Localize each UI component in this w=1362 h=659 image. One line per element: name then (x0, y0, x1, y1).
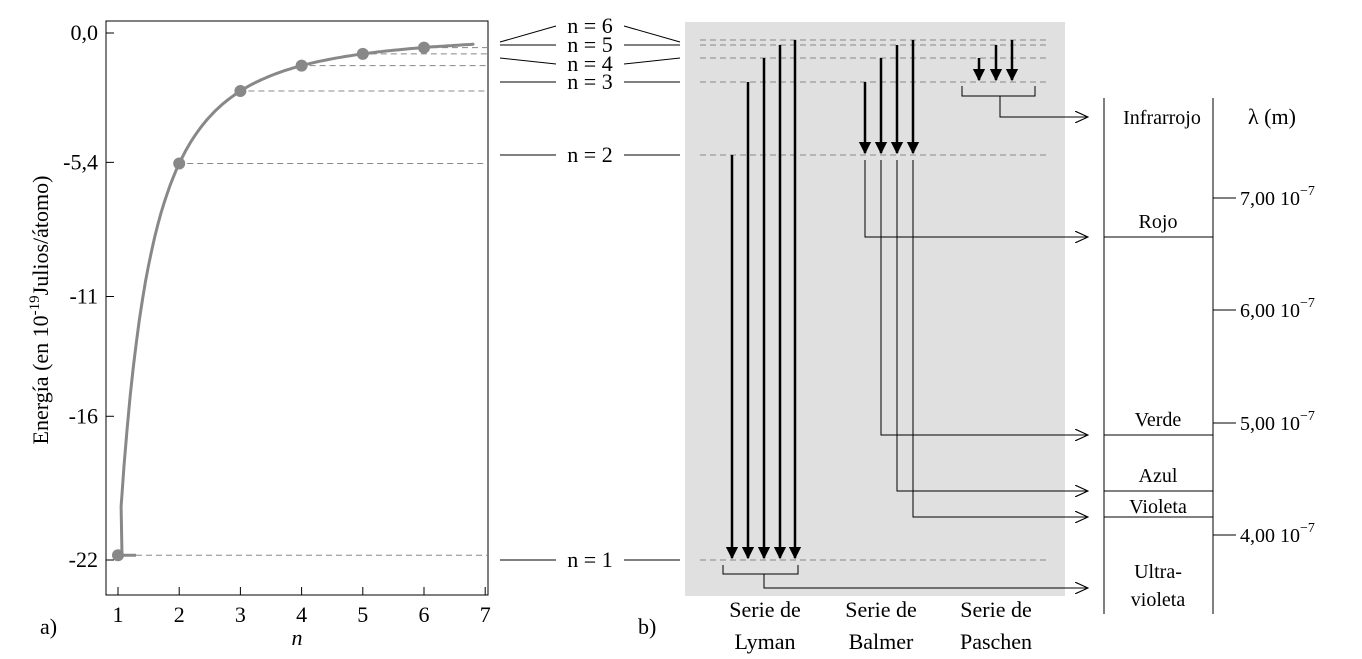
wavelength-tick-700-mantissa: 7,00 10 (1240, 188, 1300, 210)
wavelength-tick-400-exponent: −7 (1300, 521, 1315, 536)
region-violet: Violeta (1129, 496, 1187, 518)
connector-lines (722, 86, 1088, 588)
region-blue: Azul (1139, 465, 1178, 487)
energy-point-n6 (418, 41, 430, 54)
transition-level-lines (700, 39, 1046, 561)
spectrum-scale: Infrarrojo Rojo Verde Azul Violeta Ultra… (1103, 98, 1315, 614)
lyman-arrows (725, 40, 802, 560)
energy-point-n4 (295, 59, 308, 72)
level-labels (499, 25, 681, 561)
lyman-series-label-2: Lyman (734, 629, 795, 654)
y-tick-label: -22 (69, 547, 98, 572)
wavelength-tick-600-mantissa: 6,00 10 (1240, 300, 1300, 322)
energy-point-n3 (234, 84, 247, 97)
balmer-arrows (858, 40, 920, 155)
y-axis-label: Energía (en 10-19Julios/átomo) (27, 176, 53, 445)
wavelength-tick-400-mantissa: 4,00 10 (1240, 525, 1300, 547)
y-tick-label: 0,0 (71, 20, 99, 45)
region-ultraviolet-2: violeta (1131, 589, 1186, 611)
x-tick-label: 4 (296, 602, 307, 627)
transition-panel-background (685, 22, 1065, 596)
paschen-series-label-1: Serie de (960, 597, 1031, 622)
y-axis-ticks: 0,0 -5,4 -11 -16 -22 (63, 20, 114, 572)
panel-a-label: a) (40, 614, 57, 639)
x-axis-ticks: 1 2 3 4 5 6 7 (113, 587, 491, 627)
energy-points (112, 41, 430, 562)
y-tick-label: -11 (69, 284, 98, 309)
x-tick-label: 3 (235, 602, 246, 627)
energy-point-n2 (173, 157, 186, 170)
lyman-series-label-1: Serie de (729, 597, 800, 622)
level-label-n5: n = 5 (567, 32, 612, 57)
level-label-n1: n = 1 (567, 547, 612, 572)
wavelength-tick-600-exponent: −7 (1300, 296, 1315, 311)
region-red: Rojo (1139, 211, 1178, 233)
level-label-n3: n = 3 (567, 69, 612, 94)
chart-frame (105, 20, 489, 596)
wavelength-axis-label: λ (m) (1248, 104, 1296, 129)
wavelength-tick-500: 5,00 10−7 (1240, 409, 1315, 435)
x-tick-label: 2 (174, 602, 185, 627)
y-axis-label-tail: Julios/átomo) (28, 176, 53, 296)
y-tick-label: -5,4 (63, 149, 98, 174)
level-label-n6: n = 6 (567, 13, 612, 38)
paschen-arrows (972, 40, 1019, 82)
balmer-series-label-1: Serie de (845, 597, 916, 622)
balmer-series-label-2: Balmer (849, 629, 914, 654)
y-tick-label: -16 (69, 403, 98, 428)
panel-b-label: b) (638, 614, 656, 639)
x-tick-label: 5 (357, 602, 368, 627)
level-label-n4: n = 4 (567, 51, 612, 76)
y-axis-label-main: Energía (en 10 (28, 315, 53, 444)
level-label-n2: n = 2 (567, 142, 612, 167)
wavelength-tick-700: 7,00 10−7 (1240, 184, 1315, 210)
wavelength-tick-500-exponent: −7 (1300, 409, 1315, 424)
wavelength-tick-700-exponent: −7 (1300, 184, 1315, 199)
level-gridlines (126, 47, 487, 556)
energy-point-n1 (112, 549, 124, 562)
x-axis-label: n (292, 625, 303, 650)
x-tick-label: 1 (113, 602, 124, 627)
wavelength-tick-600: 6,00 10−7 (1240, 296, 1315, 322)
wavelength-tick-400: 4,00 10−7 (1240, 521, 1315, 547)
x-tick-label: 7 (480, 602, 491, 627)
transition-diagram: b) Serie de Lyman Serie de Balmer Serie … (638, 22, 1088, 654)
wavelength-tick-500-mantissa: 5,00 10 (1240, 413, 1300, 435)
y-axis-label-exponent: -19 (27, 295, 43, 315)
region-ultraviolet-1: Ultra- (1134, 561, 1182, 583)
energy-point-n5 (356, 47, 369, 60)
x-tick-label: 6 (419, 602, 430, 627)
region-green: Verde (1135, 409, 1182, 431)
paschen-series-label-2: Paschen (960, 629, 1032, 654)
energy-chart: 0,0 -5,4 -11 -16 -22 1 2 3 4 5 6 7 Energía (en 10-… (27, 20, 491, 650)
region-infrared: Infrarrojo (1123, 107, 1201, 129)
